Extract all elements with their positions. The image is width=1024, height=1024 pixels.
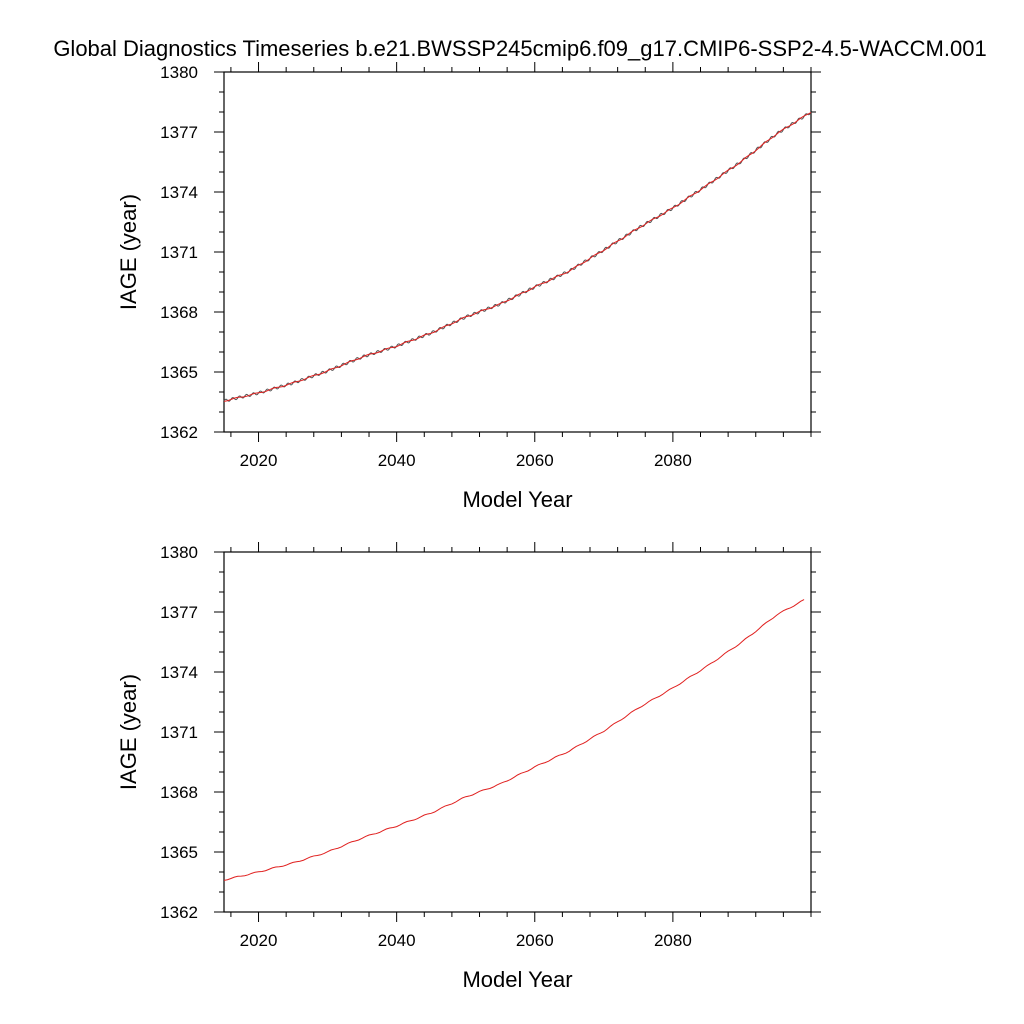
y-tick-label: 1371: [160, 243, 198, 262]
x-tick-label: 2060: [516, 931, 554, 950]
plot-frame: [223, 551, 812, 913]
monthly-series-line: [223, 111, 812, 402]
y-tick-label: 1368: [160, 783, 198, 802]
x-tick-label: 2020: [240, 451, 278, 470]
chart-panel-top: 2020 2040 2060 2080 1362 1365 1368 1371 1374 1377…: [116, 62, 821, 512]
x-tick-label: 2080: [654, 931, 692, 950]
y-tick-label: 1374: [160, 663, 198, 682]
x-tick-label: 2040: [378, 451, 416, 470]
y-tick-label: 1377: [160, 603, 198, 622]
y-tick-label: 1368: [160, 303, 198, 322]
x-tick-label: 2080: [654, 451, 692, 470]
y-tick-label: 1362: [160, 903, 198, 922]
x-tick-label: 2040: [378, 931, 416, 950]
x-tick-label: 2020: [240, 931, 278, 950]
figure-title: Global Diagnostics Timeseries b.e21.BWSS…: [53, 36, 986, 61]
y-tick-label: 1371: [160, 723, 198, 742]
y-tick-label: 1380: [160, 63, 198, 82]
panels-group: 2020 2040 2060 2080 1362 1365 1368 1371 1374 1377…: [116, 62, 821, 992]
annual-mean-series-line: [223, 112, 812, 402]
y-tick-label: 1365: [160, 363, 198, 382]
y-tick-label: 1380: [160, 543, 198, 562]
y-tick-label: 1365: [160, 843, 198, 862]
x-axis-title: Model Year: [462, 487, 572, 512]
annual-mean-series-line: [223, 599, 805, 881]
y-tick-label: 1377: [160, 123, 198, 142]
y-tick-label: 1362: [160, 423, 198, 442]
x-axis-title: Model Year: [462, 967, 572, 992]
x-tick-label: 2060: [516, 451, 554, 470]
y-axis-title: IAGE (year): [116, 194, 141, 310]
chart-panel-bottom: 2020 2040 2060 2080 1362 1365 1368 1371 1374 1377…: [116, 542, 821, 992]
y-axis-title: IAGE (year): [116, 674, 141, 790]
y-tick-label: 1374: [160, 183, 198, 202]
